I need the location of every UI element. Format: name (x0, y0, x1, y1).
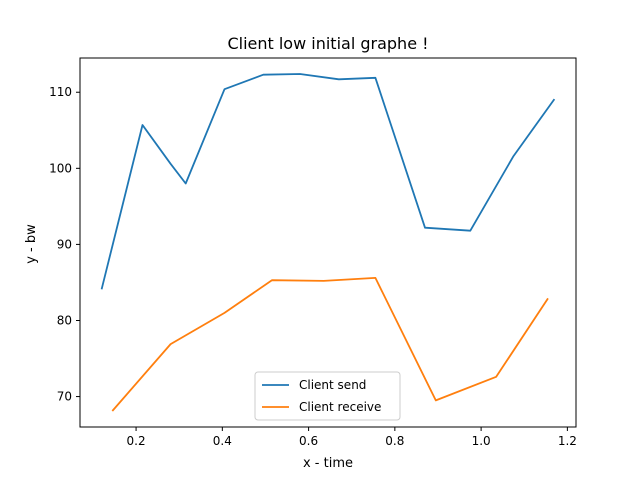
y-tick-label: 90 (57, 237, 72, 251)
legend-label-2: Client receive (299, 400, 381, 414)
x-tick-label: 0.4 (213, 434, 232, 448)
x-tick-label: 0.2 (127, 434, 146, 448)
y-tick-label: 100 (49, 161, 72, 175)
legend-label-1: Client send (299, 378, 366, 392)
x-axis-label: x - time (303, 456, 353, 471)
x-tick-label: 0.8 (385, 434, 404, 448)
x-tick-label: 1.0 (472, 434, 491, 448)
y-tick-label: 110 (49, 85, 72, 99)
x-tick-label: 0.6 (299, 434, 318, 448)
y-tick-label: 80 (57, 313, 72, 327)
x-tick-label: 1.2 (558, 434, 577, 448)
axes-frame (79, 57, 577, 428)
chart-title: Client low initial graphe ! (227, 34, 428, 53)
plot-area (100, 73, 556, 412)
y-tick-label: 70 (57, 390, 72, 404)
y-axis-label: y - bw (24, 224, 39, 264)
axes: 0.2 0.4 0.6 0.8 1.0 1.2 70 80 90 100 110 (49, 57, 577, 448)
legend: Client send Client receive (254, 371, 401, 421)
series-line-2 (111, 276, 549, 412)
series-line-1 (100, 73, 556, 290)
legend-box (254, 371, 401, 421)
